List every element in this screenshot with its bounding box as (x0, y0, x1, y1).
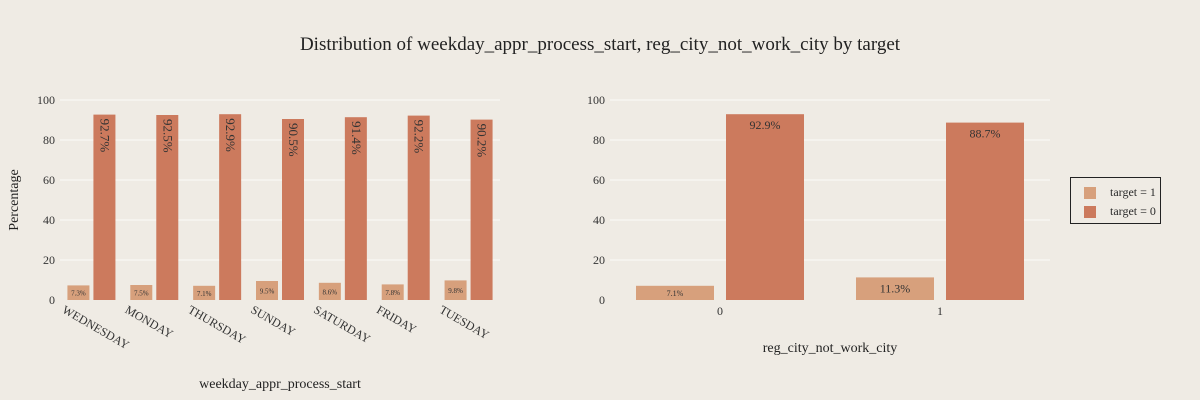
bar-target-0[interactable] (93, 114, 116, 300)
x-tick-label: TUESDAY (437, 302, 492, 342)
x-axis-title: weekday_appr_process_start (199, 377, 361, 392)
x-tick-label: THURSDAY (186, 302, 249, 346)
bar-target-1[interactable] (193, 285, 216, 300)
bar-data-label: 8.6% (323, 288, 338, 296)
x-tick-label: 0 (717, 304, 723, 318)
bar-target-0[interactable] (407, 115, 430, 300)
bar-data-label: 92.7% (97, 119, 112, 153)
bar-target-1[interactable] (67, 285, 90, 300)
bar-data-label: 92.5% (160, 119, 175, 153)
bar-data-label: 7.3% (71, 290, 86, 298)
bar-target-1[interactable] (856, 277, 934, 300)
bar-data-label: 90.2% (475, 124, 490, 158)
y-tick-label: 80 (43, 133, 55, 147)
y-tick-label: 40 (593, 213, 605, 227)
bar-target-0[interactable] (156, 115, 179, 300)
bar-data-label: 7.1% (667, 289, 684, 298)
bar-data-label: 7.1% (197, 290, 212, 298)
y-tick-label: 0 (599, 293, 605, 307)
y-tick-label: 100 (587, 93, 605, 107)
y-axis-title: Percentage (7, 169, 22, 230)
legend: target = 1 target = 0 (1070, 177, 1161, 224)
bar-data-label: 92.9% (750, 118, 781, 132)
bar-data-label: 88.7% (970, 127, 1001, 141)
y-tick-label: 20 (593, 253, 605, 267)
x-tick-label: SATURDAY (311, 302, 373, 346)
x-tick-label: FRIDAY (374, 302, 419, 336)
bar-data-label: 92.9% (223, 118, 238, 152)
bar-target-0[interactable] (470, 119, 493, 300)
y-tick-label: 80 (593, 133, 605, 147)
y-tick-label: 60 (43, 173, 55, 187)
x-axis-title: reg_city_not_work_city (763, 341, 898, 356)
plots-group: 020406080100Percentage7.3%92.7%WEDNESDAY… (7, 93, 1050, 392)
bar-data-label: 9.5% (260, 288, 275, 296)
x-tick-label: MONDAY (123, 302, 176, 341)
legend-item-target-1[interactable]: target = 1 (1084, 183, 1160, 202)
legend-swatch-target-0 (1084, 205, 1096, 218)
x-tick-label: WEDNESDAY (60, 302, 132, 352)
bar-target-1[interactable] (381, 284, 404, 300)
y-tick-label: 100 (37, 93, 55, 107)
x-tick-label: SUNDAY (249, 302, 299, 339)
bar-data-label: 7.5% (134, 290, 149, 298)
y-tick-label: 60 (593, 173, 605, 187)
y-tick-label: 40 (43, 213, 55, 227)
bar-data-label: 90.5% (286, 123, 301, 157)
bar-target-1[interactable] (256, 281, 278, 300)
x-tick-label: 1 (937, 304, 943, 318)
bar-target-1[interactable] (636, 285, 714, 300)
bar-target-0[interactable] (946, 122, 1024, 300)
legend-label-target-0: target = 0 (1110, 204, 1156, 218)
bar-target-0[interactable] (344, 117, 367, 300)
bar-target-0[interactable] (282, 119, 304, 300)
legend-swatch-target-1 (1084, 186, 1096, 199)
bar-data-label: 7.8% (385, 289, 400, 297)
bar-target-1[interactable] (318, 282, 341, 300)
bar-target-0[interactable] (219, 114, 242, 300)
y-tick-label: 0 (49, 293, 55, 307)
bar-data-label: 11.3% (880, 281, 911, 295)
bar-target-1[interactable] (130, 285, 153, 300)
bar-target-1[interactable] (444, 280, 467, 300)
chart-title: Distribution of weekday_appr_process_sta… (300, 34, 901, 55)
legend-label-target-1: target = 1 (1110, 185, 1156, 199)
y-tick-label: 20 (43, 253, 55, 267)
bar-data-label: 91.4% (349, 121, 364, 155)
bar-data-label: 92.2% (412, 120, 427, 154)
bar-data-label: 9.8% (448, 287, 463, 295)
legend-item-target-0[interactable]: target = 0 (1084, 202, 1160, 221)
bar-target-0[interactable] (726, 114, 804, 300)
